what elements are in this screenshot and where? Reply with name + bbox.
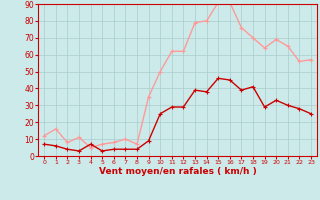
X-axis label: Vent moyen/en rafales ( km/h ): Vent moyen/en rafales ( km/h ) xyxy=(99,167,256,176)
